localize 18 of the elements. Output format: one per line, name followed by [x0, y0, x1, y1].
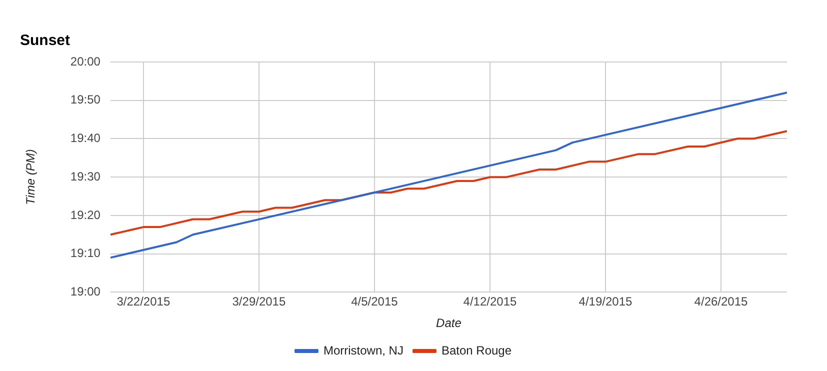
x-tick-label: 4/5/2015 [351, 294, 398, 309]
x-tick-label: 4/19/2015 [578, 294, 632, 309]
x-tick-label: 4/26/2015 [694, 294, 748, 309]
y-tick-label: 19:10 [70, 246, 101, 260]
x-axis-title: Date [436, 316, 462, 330]
x-tick-label: 3/29/2015 [232, 294, 286, 309]
y-tick-label: 19:40 [70, 131, 101, 146]
y-tick-label: 19:30 [70, 169, 101, 184]
y-tick-label: 19:50 [70, 92, 101, 107]
legend-label: Baton Rouge [441, 343, 512, 358]
y-tick-label: 19:00 [70, 284, 101, 299]
legend-label: Morristown, NJ [323, 343, 404, 358]
chart-title: Sunset [20, 32, 70, 50]
y-axis-title: Time (PM) [24, 149, 38, 206]
y-tick-label: 19:20 [70, 208, 101, 222]
y-tick-label: 20:00 [70, 54, 101, 68]
x-tick-label: 4/12/2015 [463, 294, 517, 309]
x-tick-label: 3/22/2015 [116, 294, 170, 309]
